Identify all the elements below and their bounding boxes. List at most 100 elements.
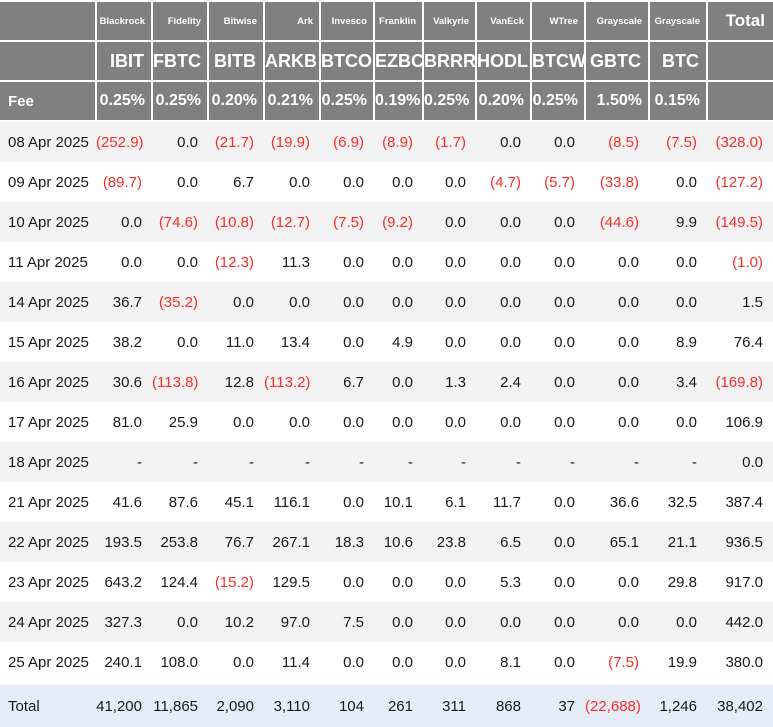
flow-cell: (113.2) bbox=[264, 362, 320, 402]
table-row: 16 Apr 2025 30.6 (113.8) 12.8 (113.2) 6.7 0.0 1… bbox=[0, 362, 773, 402]
fee-value-10: 0.15% bbox=[649, 81, 708, 122]
flow-cell: (7.5) bbox=[320, 202, 374, 242]
table-footer: Total 41,200 11,865 2,090 3,110 104 261 311 868 3… bbox=[0, 682, 773, 727]
date-cell: 08 Apr 2025 bbox=[0, 121, 96, 162]
flow-cell: 0.0 bbox=[423, 602, 476, 642]
total-row-label: Total bbox=[0, 682, 96, 727]
corner-cell bbox=[0, 0, 97, 42]
row-total-cell: 387.4 bbox=[707, 482, 773, 522]
flow-cell: (89.7) bbox=[96, 162, 152, 202]
fee-value-1: 0.25% bbox=[152, 81, 209, 122]
flow-cell: 65.1 bbox=[585, 522, 649, 562]
flow-cell: 0.0 bbox=[374, 242, 423, 282]
flow-cell: 0.0 bbox=[208, 402, 264, 442]
fee-row-label: Fee bbox=[0, 81, 97, 122]
date-cell: 22 Apr 2025 bbox=[0, 522, 96, 562]
flow-cell: (12.7) bbox=[264, 202, 320, 242]
flow-cell: - bbox=[374, 442, 423, 482]
flow-cell: - bbox=[264, 442, 320, 482]
flow-cell: 0.0 bbox=[374, 602, 423, 642]
row-total-cell: (1.0) bbox=[707, 242, 773, 282]
flow-cell: 9.9 bbox=[649, 202, 707, 242]
date-cell: 10 Apr 2025 bbox=[0, 202, 96, 242]
ticker-header-row: IBIT FBTC BITB ARKB BTCO EZBC BRRR HODL BTCW GBTC… bbox=[0, 41, 773, 82]
row-total-cell: (149.5) bbox=[707, 202, 773, 242]
ticker-header-hodl: HODL bbox=[476, 41, 532, 82]
total-column-header: Total bbox=[707, 0, 773, 42]
ticker-header-gbtc: GBTC bbox=[585, 41, 650, 82]
row-total-cell: 106.9 bbox=[707, 402, 773, 442]
ticker-header-ibit: IBIT bbox=[96, 41, 153, 82]
flow-cell: 32.5 bbox=[649, 482, 707, 522]
flow-cell: (8.5) bbox=[585, 121, 649, 162]
date-cell: 17 Apr 2025 bbox=[0, 402, 96, 442]
flow-cell: 0.0 bbox=[476, 242, 531, 282]
flow-cell: 0.0 bbox=[152, 242, 208, 282]
ticker-header-btc: BTC bbox=[649, 41, 708, 82]
flow-cell: 0.0 bbox=[585, 402, 649, 442]
flow-cell: 0.0 bbox=[531, 562, 585, 602]
flow-cell: 0.0 bbox=[585, 242, 649, 282]
flow-cell: 0.0 bbox=[531, 602, 585, 642]
flow-cell: 0.0 bbox=[476, 602, 531, 642]
provider-header-0: Blackrock bbox=[96, 0, 153, 42]
row-total-cell: 1.5 bbox=[707, 282, 773, 322]
flow-cell: 0.0 bbox=[320, 402, 374, 442]
flow-cell: (7.5) bbox=[585, 642, 649, 684]
ticker-header-arkb: ARKB bbox=[264, 41, 321, 82]
ticker-header-ezbc: EZBC bbox=[374, 41, 424, 82]
corner-cell bbox=[0, 41, 97, 82]
flow-cell: - bbox=[423, 442, 476, 482]
total-flow-cell: 311 bbox=[423, 682, 476, 727]
flow-cell: 0.0 bbox=[423, 162, 476, 202]
flow-cell: 0.0 bbox=[320, 282, 374, 322]
flow-cell: 0.0 bbox=[152, 322, 208, 362]
flow-cell: 10.2 bbox=[208, 602, 264, 642]
flow-cell: 0.0 bbox=[531, 322, 585, 362]
total-flow-cell: 37 bbox=[531, 682, 585, 727]
flow-cell: 12.8 bbox=[208, 362, 264, 402]
table-header: Blackrock Fidelity Bitwise Ark Invesco Frankl… bbox=[0, 0, 773, 122]
flow-cell: 0.0 bbox=[320, 242, 374, 282]
provider-header-4: Invesco bbox=[320, 0, 375, 42]
date-cell: 16 Apr 2025 bbox=[0, 362, 96, 402]
provider-header-7: VanEck bbox=[476, 0, 532, 42]
flow-cell: 6.1 bbox=[423, 482, 476, 522]
flow-cell: (12.3) bbox=[208, 242, 264, 282]
flow-cell: 108.0 bbox=[152, 642, 208, 684]
flow-cell: - bbox=[96, 442, 152, 482]
flow-cell: 327.3 bbox=[96, 602, 152, 642]
flow-cell: 0.0 bbox=[423, 402, 476, 442]
total-flow-cell: 1,246 bbox=[649, 682, 707, 727]
flow-cell: 0.0 bbox=[374, 642, 423, 684]
flow-cell: 0.0 bbox=[476, 121, 531, 162]
flow-cell: 0.0 bbox=[649, 602, 707, 642]
flow-cell: (4.7) bbox=[476, 162, 531, 202]
date-cell: 25 Apr 2025 bbox=[0, 642, 96, 684]
total-flow-cell: 2,090 bbox=[208, 682, 264, 727]
flow-cell: 10.1 bbox=[374, 482, 423, 522]
flow-cell: 116.1 bbox=[264, 482, 320, 522]
flow-cell: 253.8 bbox=[152, 522, 208, 562]
flow-cell: 0.0 bbox=[423, 282, 476, 322]
flow-cell: 3.4 bbox=[649, 362, 707, 402]
flow-cell: 5.3 bbox=[476, 562, 531, 602]
provider-header-6: Valkyrie bbox=[423, 0, 477, 42]
flow-cell: 97.0 bbox=[264, 602, 320, 642]
flow-cell: (6.9) bbox=[320, 121, 374, 162]
flow-cell: 0.0 bbox=[423, 642, 476, 684]
flow-cell: 0.0 bbox=[208, 282, 264, 322]
flow-cell: 23.8 bbox=[423, 522, 476, 562]
flow-cell: 0.0 bbox=[585, 282, 649, 322]
flow-cell: 0.0 bbox=[264, 402, 320, 442]
fee-value-6: 0.25% bbox=[423, 81, 477, 122]
fee-total-spacer bbox=[707, 81, 773, 122]
ticker-header-fbtc: FBTC bbox=[152, 41, 209, 82]
grand-total-cell: 38,402 bbox=[707, 682, 773, 727]
flow-cell: (15.2) bbox=[208, 562, 264, 602]
total-flow-cell: 41,200 bbox=[96, 682, 152, 727]
flow-cell: 8.9 bbox=[649, 322, 707, 362]
flow-cell: 81.0 bbox=[96, 402, 152, 442]
fee-value-8: 0.25% bbox=[531, 81, 586, 122]
